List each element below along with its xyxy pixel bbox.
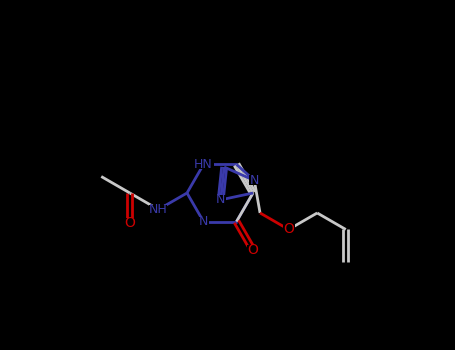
Text: N: N [250,174,259,187]
Text: N: N [199,215,208,228]
Text: N: N [216,193,225,206]
Bar [283,224,295,234]
Bar [216,195,226,205]
Bar [249,175,259,186]
Text: HN: HN [194,158,213,171]
Bar [124,218,136,228]
Bar [149,204,167,215]
Text: O: O [248,243,258,257]
Bar [193,159,213,169]
Bar [198,217,208,226]
Text: O: O [283,223,294,237]
Text: NH: NH [149,203,168,216]
Text: O: O [124,216,135,230]
Bar [247,245,259,255]
